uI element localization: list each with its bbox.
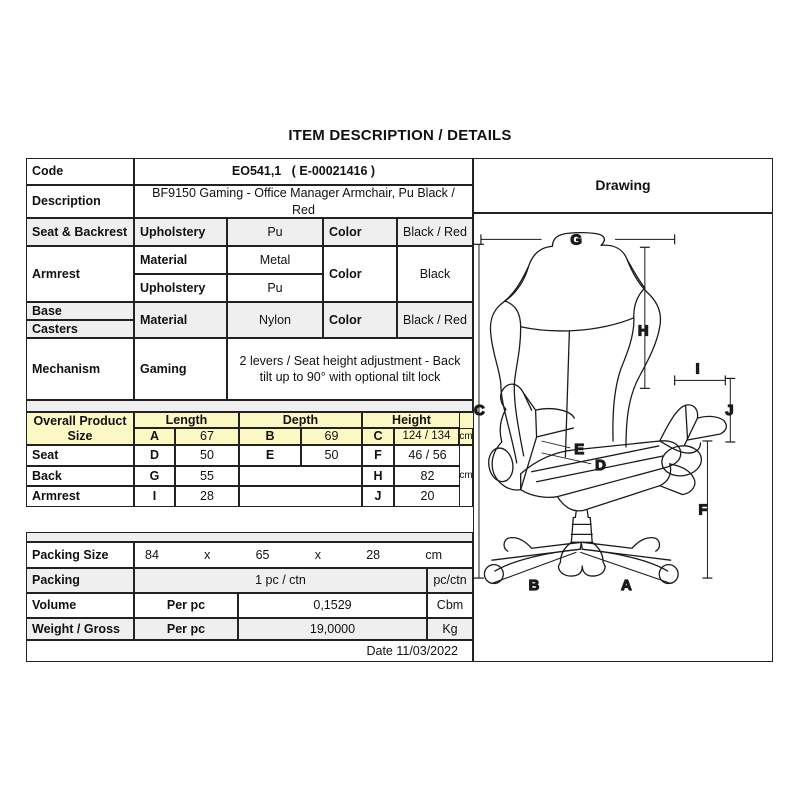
svg-text:E: E xyxy=(574,442,584,458)
svg-text:A: A xyxy=(621,578,632,594)
svg-text:J: J xyxy=(725,403,733,419)
svg-text:C: C xyxy=(474,403,485,419)
svg-text:D: D xyxy=(595,458,606,474)
svg-text:F: F xyxy=(698,502,707,518)
svg-text:B: B xyxy=(529,578,540,594)
svg-text:I: I xyxy=(696,361,700,377)
svg-text:H: H xyxy=(638,324,649,340)
svg-text:G: G xyxy=(570,232,582,248)
